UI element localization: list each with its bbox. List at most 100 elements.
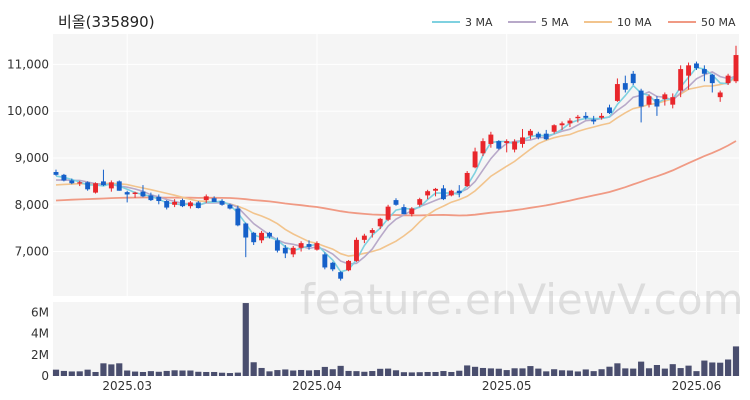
candle	[512, 139, 518, 153]
candle-body	[93, 183, 98, 193]
volume-bar	[242, 303, 249, 376]
candle	[733, 45, 739, 84]
candle-body	[77, 182, 83, 184]
volume-bar	[163, 370, 170, 376]
candle-body	[187, 202, 193, 207]
volume-bar	[614, 363, 621, 376]
volume-bar	[361, 371, 368, 376]
candle	[148, 192, 154, 202]
volume-bar	[598, 369, 605, 376]
volume-bar	[203, 371, 210, 376]
candle-body	[599, 115, 605, 118]
candle-body	[85, 182, 91, 190]
candle	[575, 114, 581, 123]
candle	[409, 207, 415, 217]
volume-bar	[685, 365, 692, 376]
volume-bar	[645, 368, 653, 376]
candle	[417, 197, 423, 207]
candle	[61, 173, 67, 182]
candle	[282, 245, 288, 259]
candle	[338, 271, 344, 281]
chart-title: 비올(335890)	[58, 13, 155, 31]
volume-bar	[669, 364, 676, 376]
candle	[551, 124, 557, 134]
volume-bar	[131, 371, 139, 376]
candle	[116, 180, 122, 191]
candle-body	[512, 141, 518, 150]
volume-bar	[732, 346, 740, 376]
volume-bar	[171, 370, 178, 376]
candle	[433, 187, 438, 197]
candle-body	[448, 190, 454, 196]
candle-body	[290, 247, 296, 255]
legend-label: 50 MA	[701, 16, 736, 29]
ma5-line	[55, 71, 737, 265]
volume-bar	[250, 362, 257, 376]
volume-bar	[471, 366, 479, 376]
volume-bar	[195, 371, 202, 376]
volume-bar	[305, 370, 313, 376]
candle	[630, 70, 636, 85]
candle-body	[717, 92, 723, 98]
candle-body	[282, 247, 288, 254]
price-tick-label: 11,000	[7, 57, 49, 71]
candle-body	[417, 199, 423, 205]
volume-bar	[108, 364, 115, 376]
volume-bars	[52, 303, 740, 376]
legend-item: 3 MA	[432, 16, 493, 29]
candle-body	[670, 97, 676, 105]
candle-body	[567, 120, 573, 124]
candle	[393, 198, 399, 206]
volume-bar	[337, 365, 344, 376]
candle-body	[425, 191, 431, 196]
candle-body	[267, 232, 272, 237]
candle	[385, 204, 391, 222]
volume-bar	[448, 371, 455, 376]
candle	[369, 228, 375, 238]
date-tick-label: 2025.03	[102, 379, 152, 393]
candle-body	[172, 201, 178, 205]
volume-bar	[116, 363, 123, 376]
volume-bar	[187, 370, 194, 376]
candle	[251, 231, 257, 246]
candle-body	[306, 244, 312, 247]
candle	[686, 62, 692, 90]
candle-body	[251, 232, 257, 243]
volume-bar	[661, 368, 668, 376]
candle	[599, 113, 605, 120]
date-tick-label: 2025.05	[482, 379, 532, 393]
price-panel-bg	[53, 34, 739, 296]
volume-bar	[52, 369, 60, 376]
volume-bar	[392, 370, 400, 376]
candle	[227, 203, 233, 210]
candle	[211, 196, 217, 202]
candle-body	[662, 94, 668, 100]
volume-tick-label: 2M	[31, 348, 49, 362]
legend-item: 5 MA	[508, 16, 569, 29]
ma50-line	[55, 140, 737, 217]
volume-bar	[479, 367, 487, 376]
volume-bar	[377, 368, 384, 376]
candle	[180, 198, 185, 208]
volume-bar	[353, 371, 360, 376]
volume-bar	[274, 370, 281, 376]
volume-bar	[709, 362, 716, 376]
volume-panel-bg	[53, 302, 739, 376]
legend-label: 5 MA	[541, 16, 569, 29]
candle-body	[551, 125, 557, 132]
candle	[488, 131, 494, 148]
volume-bar	[566, 370, 574, 376]
candle	[496, 140, 502, 150]
volume-bar	[313, 370, 321, 376]
date-tick-label: 2025.04	[292, 379, 342, 393]
volume-bar	[68, 371, 75, 376]
candle	[583, 112, 589, 120]
candle	[567, 118, 573, 128]
candles	[53, 45, 739, 281]
volume-bar	[725, 359, 732, 376]
legend: 3 MA 5 MA 10 MA 50 MA	[432, 16, 736, 29]
volume-bar	[92, 371, 99, 376]
candle	[717, 90, 723, 102]
volume-bar	[630, 368, 637, 376]
